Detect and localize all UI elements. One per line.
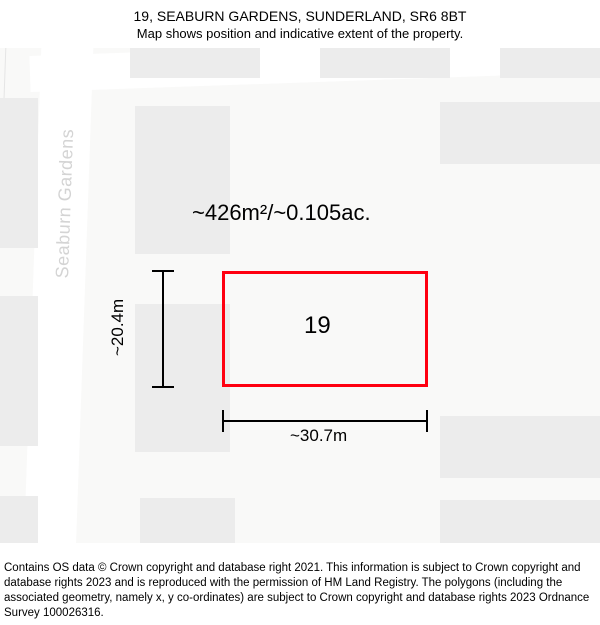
page-subtitle: Map shows position and indicative extent… — [10, 26, 590, 41]
building-block — [500, 48, 600, 78]
dimension-vertical-label: ~20.4m — [108, 299, 128, 356]
dim-h-main — [222, 420, 428, 422]
property-number: 19 — [304, 312, 331, 340]
map-canvas: Seaburn Gardens 19 ~426m²/~0.105ac. ~20.… — [0, 48, 600, 543]
building-block — [140, 498, 235, 543]
dim-v-main — [162, 270, 164, 388]
building-block — [320, 48, 450, 78]
building-block — [0, 296, 38, 446]
copyright-footer: Contains OS data © Crown copyright and d… — [4, 561, 596, 621]
building-block — [440, 416, 600, 478]
dimension-vertical — [152, 270, 174, 388]
dimension-horizontal-label: ~30.7m — [290, 426, 347, 446]
building-block — [130, 48, 260, 78]
dim-h-cap-right — [426, 410, 428, 432]
page-title: 19, SEABURN GARDENS, SUNDERLAND, SR6 8BT — [10, 8, 590, 24]
area-label: ~426m²/~0.105ac. — [192, 200, 371, 226]
building-block — [440, 500, 600, 543]
header: 19, SEABURN GARDENS, SUNDERLAND, SR6 8BT… — [0, 0, 600, 45]
dim-v-cap-bottom — [152, 386, 174, 388]
building-block — [135, 106, 230, 254]
building-block — [0, 496, 38, 543]
dim-v-cap-top — [152, 270, 174, 272]
building-block — [0, 98, 38, 248]
dim-h-cap-left — [222, 410, 224, 432]
building-block — [135, 304, 230, 452]
building-block — [440, 102, 600, 164]
